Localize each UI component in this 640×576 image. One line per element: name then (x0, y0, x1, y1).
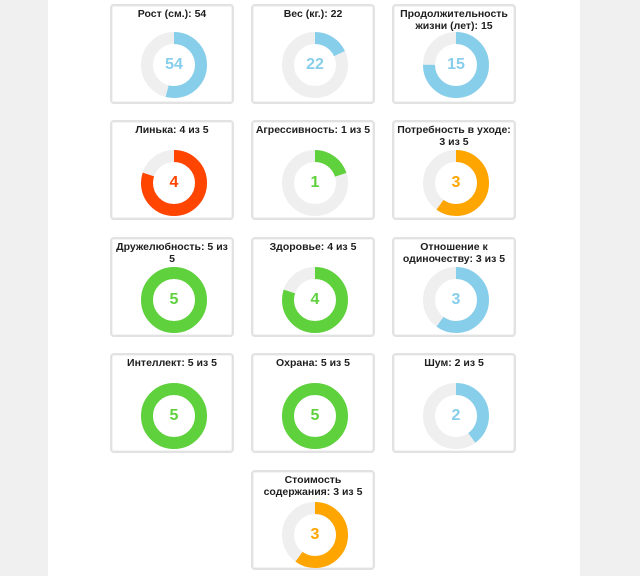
card-health: Здоровье: 4 из 5 4 (251, 237, 375, 337)
card-shedding: Линька: 4 из 5 4 (110, 120, 234, 220)
card-title: Охрана: 5 из 5 (275, 357, 351, 369)
donut-value: 5 (169, 291, 179, 308)
donut-arc (282, 267, 348, 333)
donut-chart: 54 (141, 32, 207, 98)
donut-value: 22 (306, 56, 324, 73)
card-aggressiveness: Агрессивность: 1 из 5 1 (251, 120, 375, 220)
card-title: Потребность в уходе: 3 из 5 (397, 124, 511, 148)
donut-arc (423, 383, 489, 449)
donut-arc (423, 150, 489, 216)
donut-arc (282, 383, 348, 449)
donut-svg (141, 150, 207, 216)
card-lifespan: Продолжительность жизни (лет): 15 15 (392, 4, 516, 104)
donut-chart: 1 (282, 150, 348, 216)
page-content: Рост (см.): 54 54 Вес (кг.): 22 22 Продо… (48, 0, 580, 576)
card-title: Дружелюбность: 5 из 5 (116, 241, 228, 265)
card-title: Интеллект: 5 из 5 (127, 357, 217, 369)
donut-value: 3 (451, 291, 461, 308)
donut-arc (423, 32, 489, 98)
card-intelligence: Интеллект: 5 из 5 5 (110, 353, 234, 453)
donut-chart: 3 (423, 267, 489, 333)
donut-svg (282, 32, 348, 98)
donut-arc (141, 32, 207, 98)
donut-svg (282, 150, 348, 216)
card-title: Рост (см.): 54 (137, 8, 207, 20)
card-title: Отношение к одиночеству: 3 из 5 (402, 241, 506, 265)
donut-chart: 15 (423, 32, 489, 98)
donut-svg (141, 383, 207, 449)
card-grooming-needs: Потребность в уходе: 3 из 5 3 (392, 120, 516, 220)
donut-chart: 2 (423, 383, 489, 449)
donut-value: 15 (447, 56, 465, 73)
donut-arc (282, 32, 348, 98)
donut-svg (282, 267, 348, 333)
card-title: Стоимость содержания: 3 из 5 (263, 474, 363, 498)
card-friendliness: Дружелюбность: 5 из 5 5 (110, 237, 234, 337)
card-title: Линька: 4 из 5 (135, 124, 209, 136)
donut-svg (423, 267, 489, 333)
card-maintenance-cost: Стоимость содержания: 3 из 5 3 (251, 470, 375, 570)
donut-value: 4 (310, 291, 320, 308)
donut-svg (141, 267, 207, 333)
donut-value: 5 (310, 407, 320, 424)
card-guarding: Охрана: 5 из 5 5 (251, 353, 375, 453)
donut-arc (282, 502, 348, 568)
donut-svg (282, 502, 348, 568)
donut-chart: 22 (282, 32, 348, 98)
donut-chart: 5 (141, 383, 207, 449)
card-solitude: Отношение к одиночеству: 3 из 5 3 (392, 237, 516, 337)
donut-value: 3 (451, 174, 461, 191)
donut-svg (423, 150, 489, 216)
donut-value: 5 (169, 407, 179, 424)
donut-svg (423, 383, 489, 449)
card-title: Вес (кг.): 22 (283, 8, 343, 20)
donut-value: 2 (451, 407, 461, 424)
donut-arc (423, 267, 489, 333)
card-weight: Вес (кг.): 22 22 (251, 4, 375, 104)
donut-svg (282, 383, 348, 449)
card-title: Агрессивность: 1 из 5 (255, 124, 371, 136)
card-title: Здоровье: 4 из 5 (269, 241, 357, 253)
donut-chart: 5 (282, 383, 348, 449)
donut-chart: 4 (141, 150, 207, 216)
donut-arc (141, 150, 207, 216)
card-noise: Шум: 2 из 5 2 (392, 353, 516, 453)
donut-arc (141, 267, 207, 333)
donut-value: 3 (310, 526, 320, 543)
donut-value: 1 (310, 174, 320, 191)
donut-svg (141, 32, 207, 98)
card-title: Шум: 2 из 5 (424, 357, 484, 369)
card-height: Рост (см.): 54 54 (110, 4, 234, 104)
donut-chart: 3 (282, 502, 348, 568)
donut-chart: 5 (141, 267, 207, 333)
card-title: Продолжительность жизни (лет): 15 (400, 8, 508, 32)
donut-svg (423, 32, 489, 98)
donut-arc (282, 150, 348, 216)
donut-value: 54 (165, 56, 183, 73)
donut-value: 4 (169, 174, 179, 191)
donut-chart: 3 (423, 150, 489, 216)
donut-chart: 4 (282, 267, 348, 333)
donut-arc (141, 383, 207, 449)
